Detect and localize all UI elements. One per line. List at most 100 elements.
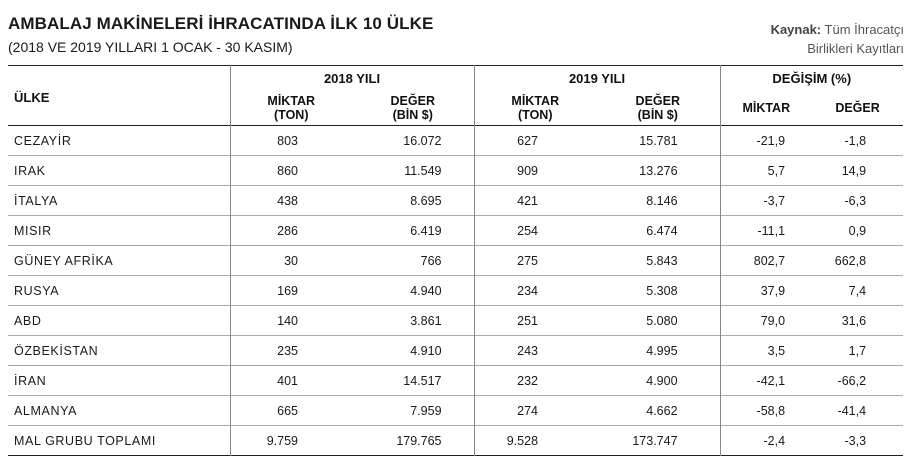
cell-change-quantity: -21,9 [719, 125, 813, 156]
cell-2018-quantity: 169 [229, 275, 352, 306]
table-row: IRAK 860 11.549 909 13.276 5,7 14,9 [8, 155, 904, 186]
cell-2019-value: 5.308 [646, 283, 678, 298]
cell-country: RUSYA [14, 283, 60, 298]
header-2019-value-line2: (BİN $) [637, 107, 678, 122]
cell-country: MISIR [14, 223, 52, 238]
cell-2019-value: 13.276 [639, 163, 678, 178]
header-2018-quantity-line2: (TON) [274, 107, 309, 122]
cell-country: MAL GRUBU TOPLAMI [14, 433, 156, 448]
cell-2018-value: 16.072 [403, 133, 442, 148]
header-2019: 2019 YILI [473, 65, 721, 90]
cell-2019-quantity: 254 [473, 215, 597, 246]
cell-2019-quantity: 251 [473, 305, 597, 336]
cell-change-value: -1,8 [844, 133, 867, 148]
cell-country: ABD [14, 313, 42, 328]
cell-2019-value: 6.474 [646, 223, 678, 238]
source-line2: Birlikleri Kayıtları [807, 41, 904, 56]
table-row: ALMANYA 665 7.959 274 4.662 -58,8 -41,4 [8, 395, 904, 426]
header-2019-value-line1: DEĞER [635, 93, 680, 108]
cell-country: IRAK [14, 163, 46, 178]
cell-change-value: 1,7 [848, 343, 867, 358]
cell-2019-value: 8.146 [646, 193, 678, 208]
source-label: Kaynak: [770, 22, 822, 37]
header-2019-value: DEĞER (BİN $) [596, 90, 720, 126]
cell-2018-quantity: 438 [229, 185, 352, 216]
header-change-quantity: MİKTAR [719, 90, 813, 126]
cell-2019-value: 5.080 [646, 313, 678, 328]
cell-2018-value: 4.940 [410, 283, 442, 298]
header-2018-quantity: MİKTAR (TON) [229, 90, 352, 126]
cell-2018-value: 3.861 [410, 313, 442, 328]
cell-change-quantity: -3,7 [719, 185, 813, 216]
cell-2018-quantity: 9.759 [229, 425, 352, 456]
cell-2018-quantity: 30 [229, 245, 352, 276]
cell-change-quantity: 3,5 [719, 335, 813, 366]
cell-2019-value: 4.900 [646, 373, 678, 388]
export-table-wrapper: ÜLKE 2018 YILI 2019 YILI DEĞİŞİM (%) MİK… [8, 65, 904, 456]
cell-change-value: 14,9 [841, 163, 867, 178]
table-header: ÜLKE 2018 YILI 2019 YILI DEĞİŞİM (%) MİK… [8, 65, 904, 126]
header-2018-quantity-line1: MİKTAR [267, 93, 316, 108]
cell-country: CEZAYİR [14, 133, 72, 148]
export-table: ÜLKE 2018 YILI 2019 YILI DEĞİŞİM (%) MİK… [8, 65, 904, 456]
header-2018-value: DEĞER (BİN $) [352, 90, 474, 126]
cell-change-quantity: 5,7 [719, 155, 813, 186]
header-2018-value-line1: DEĞER [390, 93, 435, 108]
cell-country: GÜNEY AFRİKA [14, 253, 114, 268]
cell-2018-value: 6.419 [410, 223, 442, 238]
cell-2018-quantity: 665 [229, 395, 352, 426]
cell-2019-quantity: 234 [473, 275, 597, 306]
cell-2019-value: 4.995 [646, 343, 678, 358]
cell-2019-value: 15.781 [639, 133, 678, 148]
table-row: RUSYA 169 4.940 234 5.308 37,9 7,4 [8, 275, 904, 306]
header-country: ÜLKE [14, 90, 50, 105]
cell-2018-quantity: 235 [229, 335, 352, 366]
header-2018-value-line2: (BİN $) [392, 107, 433, 122]
cell-change-value: 7,4 [848, 283, 867, 298]
cell-change-quantity: -58,8 [719, 395, 813, 426]
cell-2018-quantity: 140 [229, 305, 352, 336]
cell-2018-quantity: 803 [229, 125, 352, 156]
cell-2019-quantity: 274 [473, 395, 597, 426]
cell-country: ÖZBEKİSTAN [14, 343, 99, 358]
table-row: İRAN 401 14.517 232 4.900 -42,1 -66,2 [8, 365, 904, 396]
table-row: GÜNEY AFRİKA 30 766 275 5.843 802,7 662,… [8, 245, 904, 276]
header-group-row: ÜLKE 2018 YILI 2019 YILI DEĞİŞİM (%) [8, 65, 904, 105]
cell-change-value: -66,2 [837, 373, 867, 388]
table-row: MISIR 286 6.419 254 6.474 -11,1 0,9 [8, 215, 904, 246]
cell-country: ALMANYA [14, 403, 78, 418]
table-row: ABD 140 3.861 251 5.080 79,0 31,6 [8, 305, 904, 336]
cell-change-quantity: 79,0 [719, 305, 813, 336]
table-body: CEZAYİR 803 16.072 627 15.781 -21,9 -1,8… [8, 125, 904, 456]
cell-2019-value: 5.843 [646, 253, 678, 268]
cell-change-quantity: -11,1 [719, 215, 813, 246]
header-2019-quantity-line2: (TON) [518, 107, 553, 122]
cell-2018-value: 8.695 [410, 193, 442, 208]
cell-change-quantity: -2,4 [719, 425, 813, 456]
cell-2019-quantity: 232 [473, 365, 597, 396]
header-2019-quantity-line1: MİKTAR [511, 93, 560, 108]
cell-2018-quantity: 401 [229, 365, 352, 396]
table-title: AMBALAJ MAKİNELERİ İHRACATINDA İLK 10 ÜL… [8, 14, 434, 33]
cell-2019-quantity: 9.528 [473, 425, 597, 456]
cell-2018-value: 14.517 [403, 373, 442, 388]
cell-change-value: -6,3 [844, 193, 867, 208]
cell-2018-value: 7.959 [410, 403, 442, 418]
cell-2018-quantity: 860 [229, 155, 352, 186]
cell-2019-quantity: 909 [473, 155, 597, 186]
header-sub-row: MİKTAR (TON) DEĞER (BİN $) MİKTAR (TON) DEĞ… [8, 90, 904, 126]
table-row: CEZAYİR 803 16.072 627 15.781 -21,9 -1,8 [8, 125, 904, 156]
cell-2019-quantity: 627 [473, 125, 597, 156]
source-line1: Tüm İhracatçı [824, 22, 904, 37]
table-subtitle: (2018 VE 2019 YILLARI 1 OCAK - 30 KASIM) [8, 39, 293, 55]
cell-2019-value: 173.747 [632, 433, 678, 448]
cell-change-value: -41,4 [837, 403, 867, 418]
cell-change-value: 662,8 [834, 253, 867, 268]
source-note: Kaynak: Tüm İhracatçı Birlikleri Kayıtla… [771, 20, 904, 58]
header-2018: 2018 YILI [229, 65, 475, 90]
cell-country: İRAN [14, 373, 47, 388]
cell-change-value: 0,9 [848, 223, 867, 238]
cell-2019-quantity: 243 [473, 335, 597, 366]
header-change-value: DEĞER [835, 100, 880, 115]
cell-2018-value: 766 [420, 253, 442, 268]
